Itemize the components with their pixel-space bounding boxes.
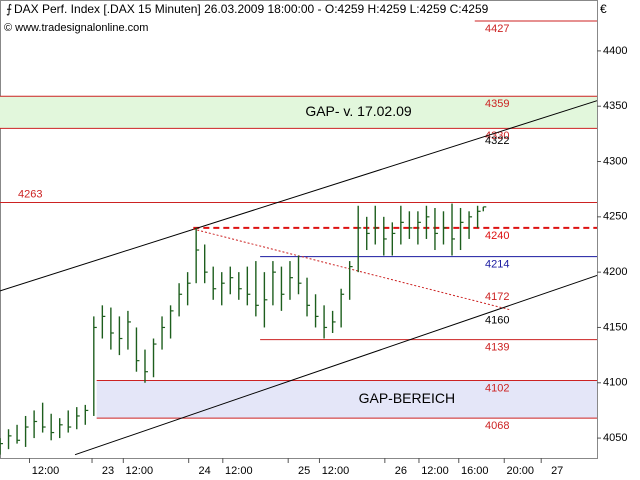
- gap-band: [0, 96, 597, 129]
- trend-line: [193, 228, 511, 311]
- trend-label: 4160: [485, 314, 509, 326]
- trend-label: 4322: [485, 135, 509, 147]
- y-tick-label: 4350: [603, 100, 627, 112]
- x-tick-label: 12:00: [32, 465, 60, 477]
- gap-band: [96, 380, 598, 419]
- chart-subtitle: © www.tradesignalonline.com: [4, 22, 148, 34]
- y-tick-label: 4400: [603, 45, 627, 57]
- level-label: 4330: [485, 130, 509, 142]
- currency-label: €: [600, 2, 607, 16]
- level-label: 4263: [18, 188, 42, 200]
- y-tick-label: 4200: [603, 266, 627, 278]
- x-tick-label: 12:00: [126, 465, 154, 477]
- x-tick-label: 23: [102, 465, 114, 477]
- x-tick-label: 24: [199, 465, 211, 477]
- y-tick-label: 4250: [603, 211, 627, 223]
- level-label: 4427: [485, 23, 509, 35]
- y-tick-label: 4050: [603, 432, 627, 444]
- band-label: GAP- v. 17.02.09: [305, 103, 412, 119]
- x-tick-label: 16:00: [461, 465, 489, 477]
- level-label: 4102: [485, 382, 509, 394]
- x-tick-label: 12:00: [421, 465, 449, 477]
- trend-line: [74, 274, 598, 456]
- title-icon: ⨍: [6, 2, 12, 16]
- level-label: 4068: [485, 420, 509, 432]
- x-tick-label: 12:00: [322, 465, 350, 477]
- x-tick-label: 26: [395, 465, 407, 477]
- x-tick-label: 12:00: [225, 465, 253, 477]
- level-label: 4359: [485, 98, 509, 110]
- band-label: GAP-BEREICH: [359, 390, 455, 406]
- chart-title: DAX Perf. Index [.DAX 15 Minuten] 26.03.…: [14, 2, 489, 16]
- trend-label: 4172: [485, 291, 509, 303]
- x-tick-label: 27: [551, 465, 563, 477]
- y-tick-label: 4300: [603, 155, 627, 167]
- x-tick-label: 25: [298, 465, 310, 477]
- plot-frame: [0, 0, 598, 459]
- x-tick-label: 20:00: [506, 465, 534, 477]
- y-tick-label: 4100: [603, 377, 627, 389]
- level-label: 4214: [485, 259, 509, 271]
- plot-area: GAP- v. 17.02.09GAP-BEREICH4427435943304…: [0, 20, 598, 456]
- level-label: 4139: [485, 342, 509, 354]
- trend-line: [0, 100, 598, 292]
- level-label: 4240: [485, 230, 509, 242]
- y-tick-label: 4150: [603, 321, 627, 333]
